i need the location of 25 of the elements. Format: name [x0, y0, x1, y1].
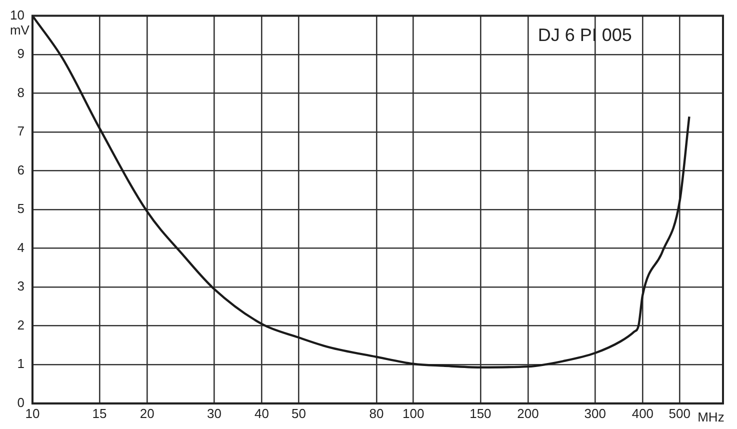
y-tick-label: 6	[17, 162, 24, 178]
y-tick-label: 1	[17, 356, 24, 372]
x-tick-label: 300	[584, 406, 606, 421]
x-tick-label: 20	[140, 406, 154, 421]
y-tick-label: 4	[17, 240, 24, 255]
x-tick-label: 30	[206, 406, 222, 421]
x-tick-label: 40	[254, 406, 270, 421]
y-tick-label: 2	[17, 317, 24, 332]
x-tick-label: 150	[470, 406, 492, 421]
x-axis-title: MHz	[698, 409, 724, 424]
y-tick-label: 9	[17, 46, 24, 62]
x-tick-label: 80	[369, 406, 384, 421]
x-tick-label: 50	[291, 406, 306, 421]
y-tick-label: 3	[17, 278, 24, 294]
y-tick-label: 7	[17, 124, 24, 139]
x-tick-label: 100	[402, 406, 424, 421]
y-tick-label: 8	[17, 84, 24, 100]
x-tick-label: 200	[517, 406, 539, 421]
y-tick-label: 5	[17, 201, 24, 216]
y-axis-title: mV	[10, 22, 30, 38]
x-tick-label: 400	[632, 406, 654, 421]
y-tick-label: 0	[17, 394, 24, 410]
y-tick-label: 10	[10, 7, 24, 22]
x-tick-label: 500	[668, 406, 690, 421]
x-tick-label: 15	[92, 406, 107, 421]
